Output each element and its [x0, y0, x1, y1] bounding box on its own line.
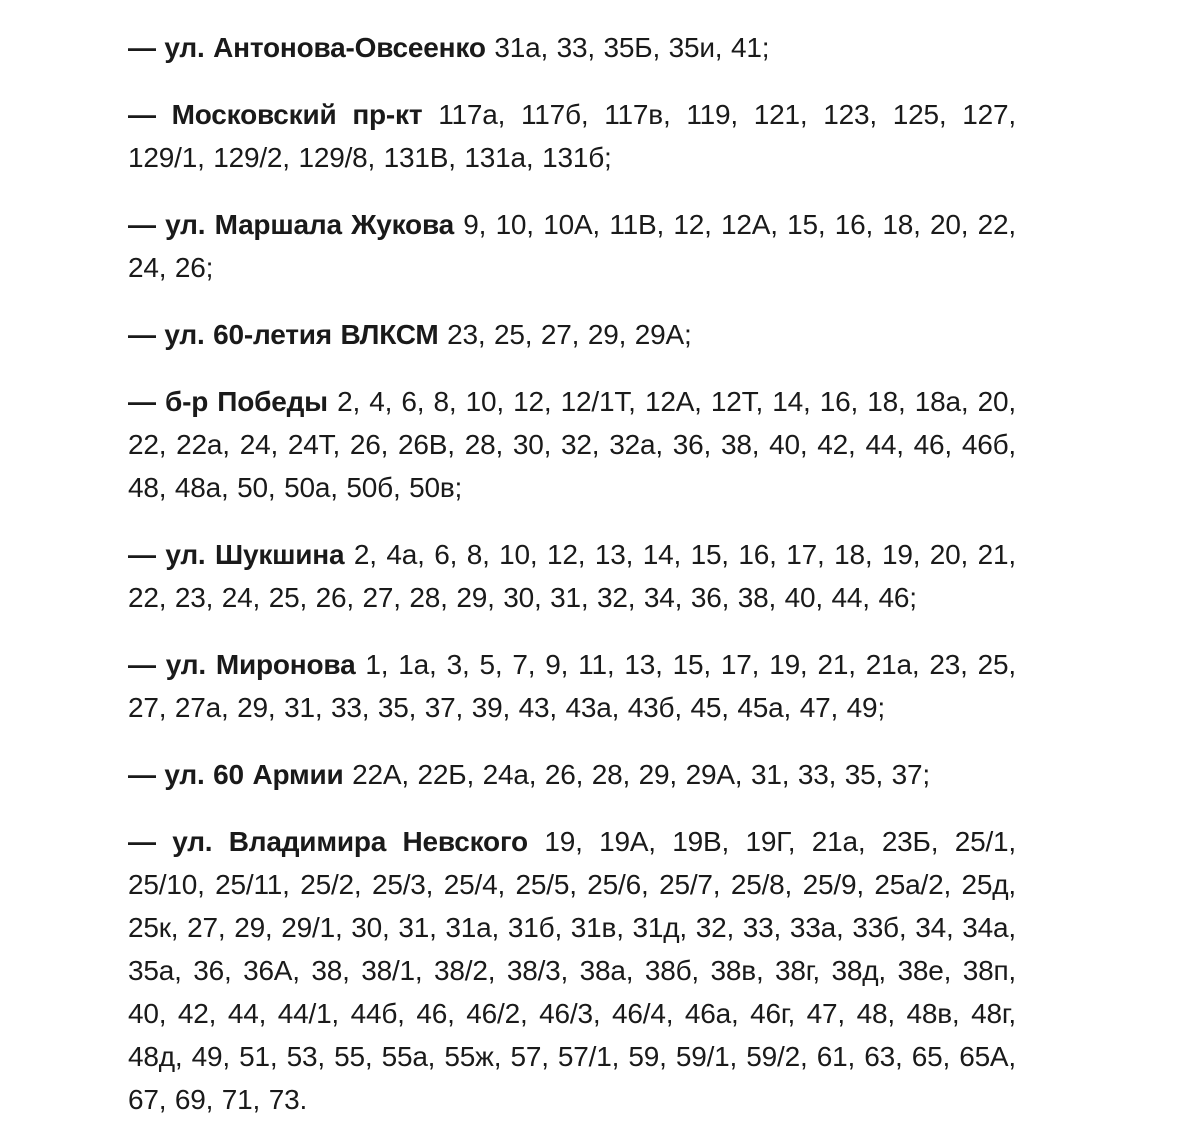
street-list-item: — б-р Победы 2, 4, 6, 8, 10, 12, 12/1Т, … — [128, 380, 1016, 509]
street-numbers: 9, 10, 10А, 11В, 12, 12А, 15, 16, 18, 20… — [128, 209, 1016, 283]
street-list-item: — Московский пр-кт 117а, 117б, 117в, 119… — [128, 93, 1016, 179]
street-numbers: 117а, 117б, 117в, 119, 121, 123, 125, 12… — [128, 99, 1016, 173]
street-list-item: — ул. Владимира Невского 19, 19А, 19В, 1… — [128, 820, 1016, 1121]
street-name: — б-р Победы — [128, 386, 328, 417]
street-list-item: — ул. Шукшина 2, 4а, 6, 8, 10, 12, 13, 1… — [128, 533, 1016, 619]
street-list-item: — ул. 60 Армии 22А, 22Б, 24а, 26, 28, 29… — [128, 753, 1016, 796]
street-name: — ул. 60-летия ВЛКСМ — [128, 319, 439, 350]
street-list-item: — ул. Миронова 1, 1а, 3, 5, 7, 9, 11, 13… — [128, 643, 1016, 729]
street-numbers: 19, 19А, 19В, 19Г, 21а, 23Б, 25/1, 25/10… — [128, 826, 1016, 1115]
street-name: — ул. Маршала Жукова — [128, 209, 454, 240]
street-list-item: — ул. 60-летия ВЛКСМ 23, 25, 27, 29, 29А… — [128, 313, 1016, 356]
street-numbers: 23, 25, 27, 29, 29А; — [447, 319, 692, 350]
street-numbers: 1, 1а, 3, 5, 7, 9, 11, 13, 15, 17, 19, 2… — [128, 649, 1016, 723]
street-name: — ул. Шукшина — [128, 539, 345, 570]
street-numbers: 31а, 33, 35Б, 35и, 41; — [494, 32, 770, 63]
street-numbers: 2, 4, 6, 8, 10, 12, 12/1Т, 12А, 12Т, 14,… — [128, 386, 1016, 503]
street-numbers: 2, 4а, 6, 8, 10, 12, 13, 14, 15, 16, 17,… — [128, 539, 1016, 613]
address-list-document: — ул. Антонова-Овсеенко 31а, 33, 35Б, 35… — [128, 26, 1017, 1115]
street-list-item: — ул. Антонова-Овсеенко 31а, 33, 35Б, 35… — [128, 26, 1016, 69]
street-name: — ул. Миронова — [128, 649, 356, 680]
street-name: — ул. Владимира Невского — [128, 826, 528, 857]
street-numbers: 22А, 22Б, 24а, 26, 28, 29, 29А, 31, 33, … — [352, 759, 930, 790]
street-name: — Московский пр-кт — [128, 99, 423, 130]
street-name: — ул. 60 Армии — [128, 759, 344, 790]
street-list-item: — ул. Маршала Жукова 9, 10, 10А, 11В, 12… — [128, 203, 1016, 289]
street-name: — ул. Антонова-Овсеенко — [128, 32, 486, 63]
